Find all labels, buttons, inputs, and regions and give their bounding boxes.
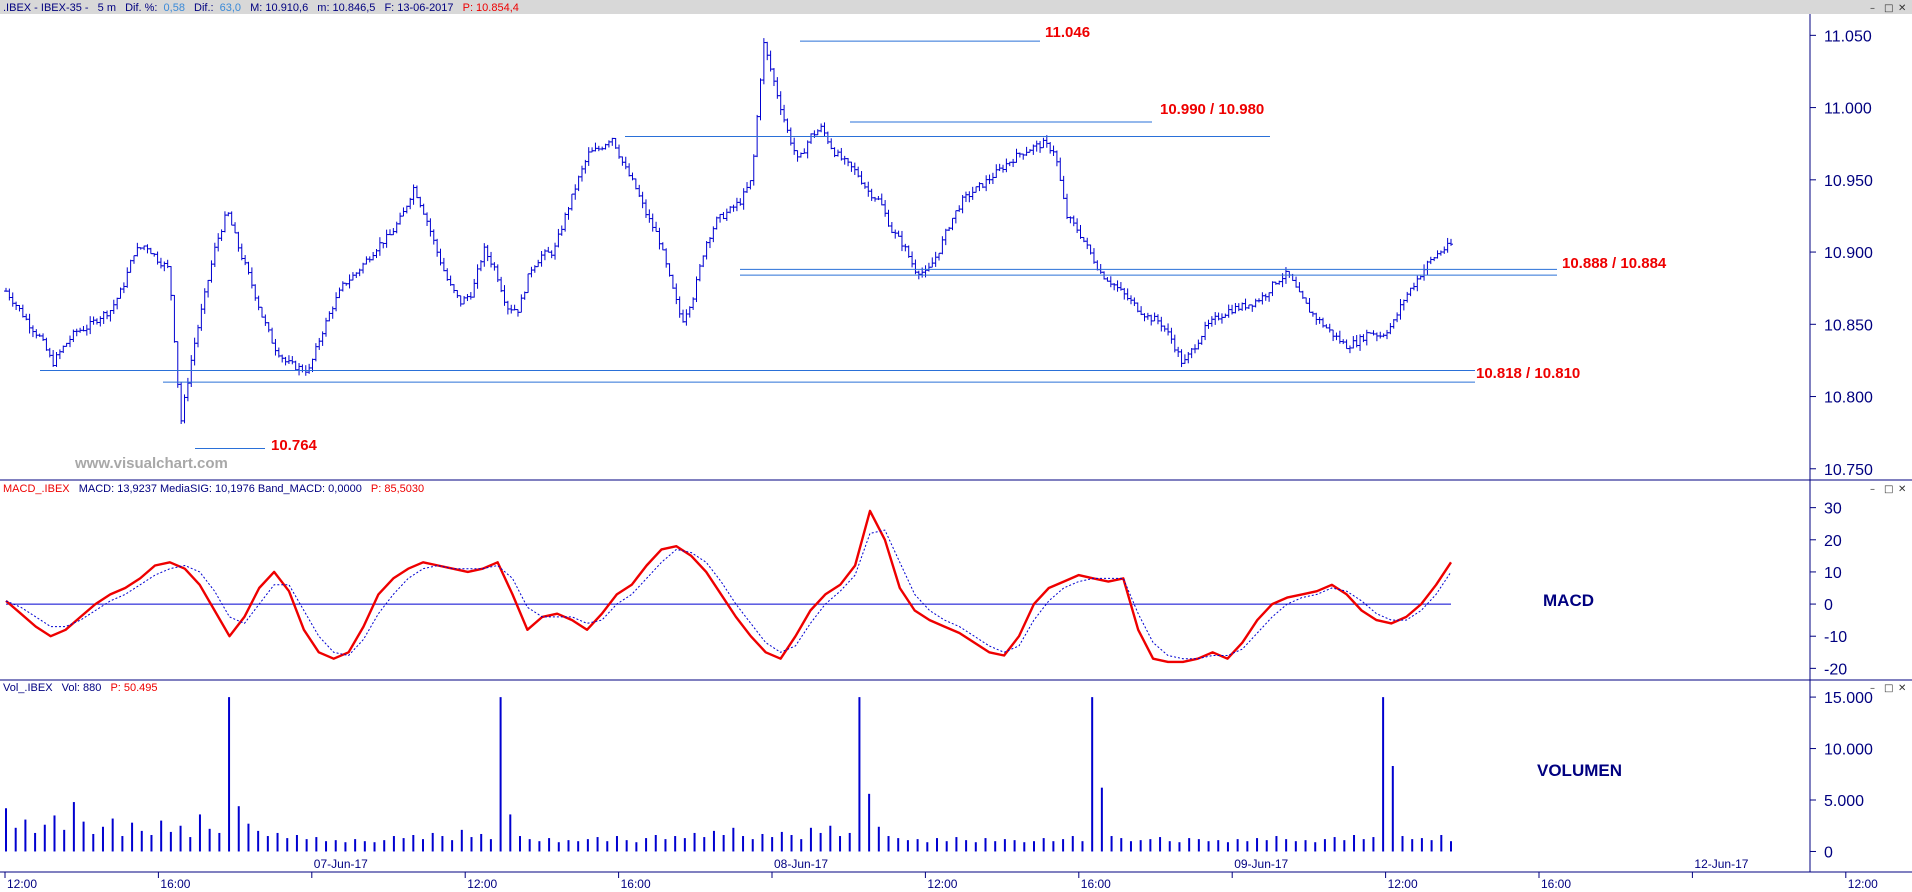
x-tick-label: 12:00	[1388, 877, 1418, 891]
volume-ytick-label: 15.000	[1824, 690, 1873, 707]
vol-window-buttons[interactable]: – □ ✕	[1870, 683, 1906, 694]
volume-ytick-label: 10.000	[1824, 742, 1873, 759]
main-window-buttons[interactable]: – □ ✕	[1870, 3, 1906, 14]
macd-ytick-label: 10	[1824, 565, 1842, 582]
level-label: 10.990 / 10.980	[1160, 101, 1264, 118]
x-tick-label: 12:00	[467, 877, 497, 891]
watermark: www.visualchart.com	[74, 455, 228, 472]
header-difpct: 0,58	[164, 2, 185, 14]
x-tick-label: 16:00	[621, 877, 651, 891]
header-timeframe: 5 m	[98, 2, 116, 14]
level-label: 11.046	[1045, 24, 1090, 41]
macd-panel-label: MACD	[1543, 591, 1594, 610]
volume-ytick-label: 0	[1824, 844, 1833, 861]
macd-ytick-label: 20	[1824, 533, 1842, 550]
header-date: F: 13-06-2017	[384, 2, 453, 14]
volume-ytick-label: 5.000	[1824, 793, 1864, 810]
vol-header-name: Vol_.IBEX	[3, 682, 53, 694]
price-ytick-label: 10.750	[1824, 462, 1873, 479]
main-header-text: .IBEX - IBEX-35 - 5 m Dif. %: 0,58 Dif.:…	[3, 2, 519, 14]
macd-line	[5, 509, 1453, 664]
volume-panel: 0 5.000 10.000 15.000	[5, 690, 1873, 861]
header-price: P: 10.854,4	[463, 2, 519, 14]
level-label: 10.818 / 10.810	[1476, 365, 1580, 382]
macd-header-name: MACD_.IBEX	[3, 483, 70, 495]
vol-maximize-button[interactable]: □	[1884, 683, 1893, 694]
level-label: 10.764	[271, 437, 318, 454]
vol-header-price: P: 50.495	[110, 682, 157, 694]
vol-close-button[interactable]: ✕	[1898, 683, 1906, 694]
x-tick-label: 12:00	[7, 877, 37, 891]
minimize-button[interactable]: –	[1870, 3, 1875, 14]
macd-header-text: MACD_.IBEX MACD: 13,9237 MediaSIG: 10,19…	[3, 483, 424, 495]
vol-header-text: Vol_.IBEX Vol: 880 P: 50.495	[3, 682, 158, 694]
maximize-button[interactable]: □	[1884, 3, 1893, 14]
x-axis: 12:00 16:00 07-Jun-17 12:00 16:00 08-Jun-17 12…	[4, 857, 1878, 891]
macd-maximize-button[interactable]: □	[1884, 484, 1893, 495]
x-tick-label: 16:00	[1541, 877, 1571, 891]
x-tick-label: 08-Jun-17	[774, 857, 828, 871]
x-tick-label: 09-Jun-17	[1234, 857, 1288, 871]
macd-ytick-label: -20	[1824, 661, 1847, 678]
header-max: M: 10.910,6	[250, 2, 308, 14]
close-button[interactable]: ✕	[1898, 3, 1906, 14]
price-ytick-label: 10.900	[1824, 245, 1873, 262]
vol-minimize-button[interactable]: –	[1870, 683, 1875, 694]
volume-panel-label: VOLUMEN	[1537, 761, 1622, 780]
price-ytick-label: 11.050	[1824, 28, 1872, 45]
vol-header-values: Vol: 880	[62, 682, 102, 694]
macd-header-price: P: 85,5030	[371, 483, 424, 495]
macd-window-buttons[interactable]: – □ ✕	[1870, 484, 1906, 495]
x-tick-label: 12:00	[1848, 877, 1878, 891]
macd-minimize-button[interactable]: –	[1870, 484, 1875, 495]
x-tick-label: 12:00	[927, 877, 957, 891]
macd-close-button[interactable]: ✕	[1898, 484, 1906, 495]
macd-header-values: MACD: 13,9237 MediaSIG: 10,1976 Band_MAC…	[79, 483, 362, 495]
header-difpct-label: Dif. %:	[125, 2, 157, 14]
main-header-bar	[0, 0, 1912, 14]
macd-panel: -20 -10 0 10 20 30	[5, 501, 1847, 678]
level-label: 10.888 / 10.884	[1562, 255, 1667, 272]
price-ytick-label: 10.800	[1824, 390, 1873, 407]
header-min: m: 10.846,5	[317, 2, 375, 14]
price-ytick-label: 10.950	[1824, 173, 1873, 190]
x-tick-label: 16:00	[1081, 877, 1111, 891]
macd-signal-line	[5, 529, 1452, 660]
header-symbol: .IBEX - IBEX-35 -	[3, 2, 89, 14]
x-tick-label: 07-Jun-17	[314, 857, 368, 871]
macd-ytick-label: -10	[1824, 629, 1847, 646]
macd-ytick-label: 30	[1824, 501, 1842, 518]
x-tick-label: 16:00	[160, 877, 190, 891]
header-dif: 63,0	[220, 2, 241, 14]
price-panel: 10.750 10.800 10.850 10.900 10.950 11.000 11.0…	[4, 24, 1873, 479]
price-ytick-label: 10.850	[1824, 317, 1873, 334]
macd-ytick-label: 0	[1824, 597, 1833, 614]
macd-header-bar	[0, 481, 1912, 495]
header-dif-label: Dif.:	[194, 2, 214, 14]
x-tick-label: 12-Jun-17	[1694, 857, 1748, 871]
price-ytick-label: 11.000	[1824, 101, 1872, 118]
